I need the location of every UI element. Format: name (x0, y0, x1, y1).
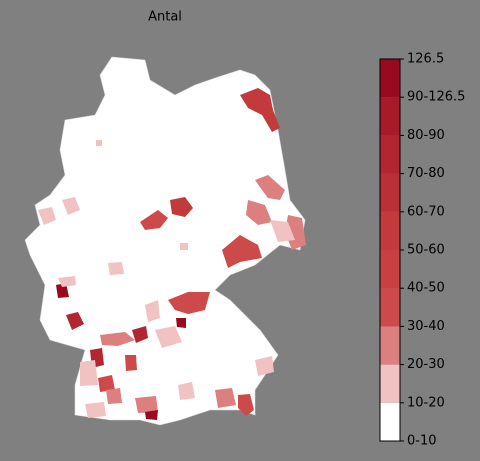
region (180, 243, 188, 250)
region (270, 220, 295, 242)
region (80, 360, 98, 386)
region (62, 197, 80, 215)
colorbar-label: 30-40 (407, 319, 445, 334)
colorbar-segment (380, 326, 400, 365)
colorbar-segment (380, 288, 400, 327)
region (106, 388, 122, 404)
colorbar-segment (380, 364, 400, 403)
region (170, 197, 193, 217)
colorbar-segment (380, 59, 400, 98)
region (285, 215, 306, 250)
colorbar-segment (380, 135, 400, 174)
colorbar-label: 20-30 (407, 357, 445, 372)
colorbar-label: 10-20 (407, 395, 445, 410)
colorbar-segment (380, 402, 400, 441)
region (58, 276, 76, 287)
colorbar-label: 40-50 (407, 281, 445, 296)
region (132, 326, 148, 343)
region (98, 375, 115, 392)
region (38, 207, 56, 225)
region (145, 410, 158, 420)
region (222, 235, 262, 268)
region (240, 88, 280, 132)
region (178, 382, 195, 400)
colorbar-label: 80-90 (407, 128, 445, 143)
region (108, 262, 124, 275)
region (56, 283, 69, 298)
colorbar-label: 60-70 (407, 204, 445, 219)
colorbar-segment (380, 211, 400, 250)
map-title: Antal (148, 10, 182, 25)
region (85, 402, 106, 418)
colorbar-segment (380, 173, 400, 212)
region (155, 326, 182, 348)
region (238, 394, 254, 416)
region (145, 300, 160, 322)
colorbar-label: 90-126.5 (407, 90, 465, 105)
region (96, 140, 102, 146)
region (140, 210, 168, 230)
colorbar-segment (380, 97, 400, 136)
region (215, 388, 236, 408)
colorbar-label: 50-60 (407, 243, 445, 258)
colorbar-label: 0-10 (407, 434, 437, 449)
regions (38, 88, 306, 420)
region (125, 355, 137, 371)
colorbar-label: 70-80 (407, 166, 445, 181)
region (176, 318, 186, 328)
colorbar-label: 126.5 (407, 52, 444, 67)
colorbar: 0-10 10-20 20-30 30-40 40-50 50-60 60-70 70-80 8… (379, 52, 465, 449)
region (168, 292, 210, 314)
region (135, 396, 158, 413)
region (255, 356, 274, 376)
colorbar-segment (380, 250, 400, 289)
germany-map (24, 56, 306, 426)
region (100, 332, 135, 346)
region (246, 200, 272, 225)
region (255, 175, 285, 200)
region (66, 312, 84, 330)
